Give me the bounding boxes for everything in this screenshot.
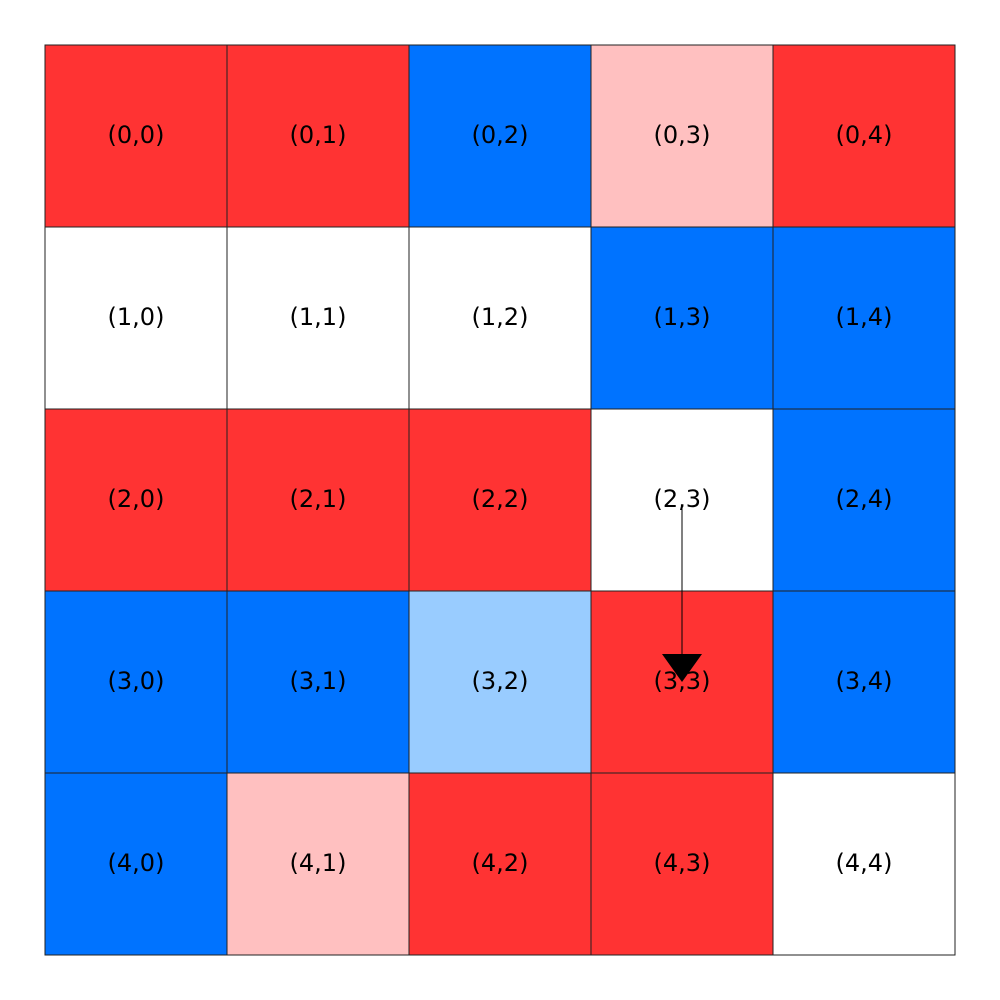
cell-label: (4,3)	[654, 849, 711, 877]
cell-label: (0,1)	[290, 121, 347, 149]
grid-cell[interactable]	[408, 408, 592, 592]
cell-label: (4,0)	[108, 849, 165, 877]
cell-label: (0,3)	[654, 121, 711, 149]
grid-cell[interactable]	[226, 772, 410, 956]
grid-cell[interactable]	[408, 44, 592, 228]
grid-cell[interactable]	[44, 226, 228, 410]
cell-label: (4,2)	[472, 849, 529, 877]
cell-label: (0,2)	[472, 121, 529, 149]
move-arrow-head	[662, 654, 702, 682]
cell-label: (4,4)	[836, 849, 893, 877]
grid-cell[interactable]	[44, 590, 228, 774]
cell-label: (3,4)	[836, 667, 893, 695]
cell-label: (3,2)	[472, 667, 529, 695]
cell-label: (0,4)	[836, 121, 893, 149]
cell-label: (2,2)	[472, 485, 529, 513]
cell-label: (1,1)	[290, 303, 347, 331]
grid-cell[interactable]	[226, 226, 410, 410]
cell-label: (3,0)	[108, 667, 165, 695]
grid-cell[interactable]	[408, 590, 592, 774]
cell-label: (2,1)	[290, 485, 347, 513]
grid-cell[interactable]	[772, 44, 956, 228]
grid-cell[interactable]	[408, 772, 592, 956]
cell-label: (1,2)	[472, 303, 529, 331]
cell-label: (4,1)	[290, 849, 347, 877]
cell-label: (1,4)	[836, 303, 893, 331]
cell-label: (1,3)	[654, 303, 711, 331]
cell-label: (2,4)	[836, 485, 893, 513]
grid-cell[interactable]	[772, 772, 956, 956]
grid-cell[interactable]	[226, 44, 410, 228]
cell-label: (1,0)	[108, 303, 165, 331]
grid-cell[interactable]	[590, 44, 774, 228]
grid-cell[interactable]	[772, 408, 956, 592]
grid-cell[interactable]	[44, 44, 228, 228]
grid-cell[interactable]	[44, 772, 228, 956]
grid-cell[interactable]	[226, 590, 410, 774]
grid-cell[interactable]	[772, 226, 956, 410]
grid-cell[interactable]	[226, 408, 410, 592]
grid-cell[interactable]	[772, 590, 956, 774]
cell-label: (2,0)	[108, 485, 165, 513]
cell-label: (0,0)	[108, 121, 165, 149]
grid-cell[interactable]	[408, 226, 592, 410]
cell-label: (3,1)	[290, 667, 347, 695]
